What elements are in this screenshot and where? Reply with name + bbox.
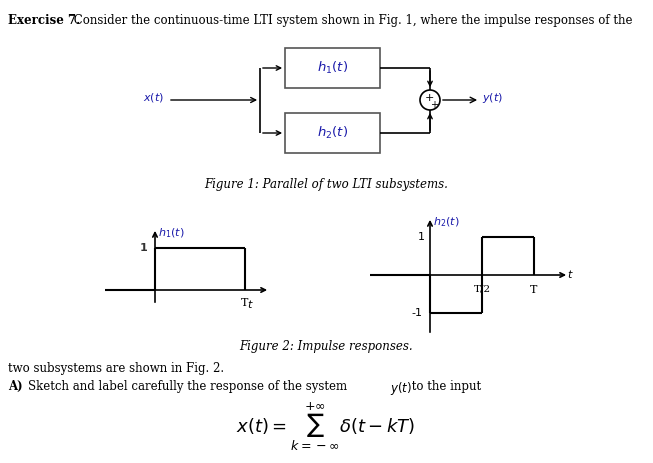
Text: two subsystems are shown in Fig. 2.: two subsystems are shown in Fig. 2. xyxy=(8,362,224,375)
Text: t: t xyxy=(247,300,251,310)
Text: +: + xyxy=(430,100,438,110)
Text: t: t xyxy=(567,270,572,280)
Text: Figure 1: Parallel of two LTI subsystems.: Figure 1: Parallel of two LTI subsystems… xyxy=(204,178,448,191)
Text: $h_2(t)$: $h_2(t)$ xyxy=(317,125,348,141)
Text: +: + xyxy=(424,93,434,103)
Text: T/2: T/2 xyxy=(473,285,490,294)
Text: Exercise 7.: Exercise 7. xyxy=(8,14,80,27)
Text: $x(t)$: $x(t)$ xyxy=(143,92,164,105)
Text: $y(t)$: $y(t)$ xyxy=(390,380,412,397)
Text: Figure 2: Impulse responses.: Figure 2: Impulse responses. xyxy=(239,340,413,353)
Text: Consider the continuous-time LTI system shown in Fig. 1, where the impulse respo: Consider the continuous-time LTI system … xyxy=(70,14,633,27)
Text: $h_1(t)$: $h_1(t)$ xyxy=(317,60,348,76)
Text: 1: 1 xyxy=(418,232,425,242)
Text: 1: 1 xyxy=(139,243,147,253)
FancyBboxPatch shape xyxy=(285,48,380,88)
Text: to the input: to the input xyxy=(408,380,481,393)
Text: T: T xyxy=(242,298,249,308)
Text: Sketch and label carefully the response of the system: Sketch and label carefully the response … xyxy=(28,380,351,393)
Text: $x(t) = \sum_{k=-\infty}^{+\infty} \delta(t - kT)$: $x(t) = \sum_{k=-\infty}^{+\infty} \delt… xyxy=(236,400,415,453)
Text: -1: -1 xyxy=(411,308,422,318)
Text: $y(t)$: $y(t)$ xyxy=(482,91,503,105)
Text: A): A) xyxy=(8,380,23,393)
Text: $h_1(t)$: $h_1(t)$ xyxy=(158,226,184,239)
Text: T: T xyxy=(530,285,537,295)
FancyBboxPatch shape xyxy=(285,113,380,153)
Text: $h_2(t)$: $h_2(t)$ xyxy=(433,215,460,229)
